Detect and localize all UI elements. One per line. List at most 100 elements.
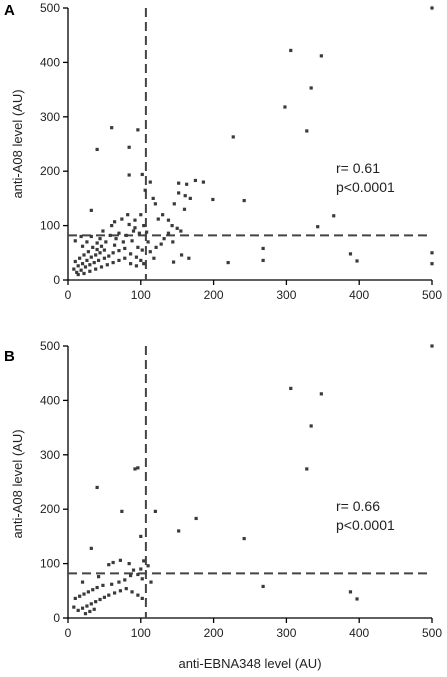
data-point-a-0 bbox=[289, 48, 293, 53]
ticks-a: 0 100 200 300 400 500 0 100 200 300 400 500 bbox=[40, 1, 442, 302]
data-point-a-26 bbox=[151, 196, 155, 200]
data-point-b-55 bbox=[96, 575, 101, 579]
data-point-a-83 bbox=[83, 265, 88, 269]
data-point-b-6 bbox=[133, 467, 137, 471]
data-point-a-41 bbox=[171, 260, 176, 264]
data-point-a-96 bbox=[80, 244, 85, 248]
data-point-b-38 bbox=[80, 606, 85, 610]
data-point-a-67 bbox=[130, 239, 134, 243]
data-point-a-121 bbox=[73, 239, 77, 243]
data-point-a-82 bbox=[79, 268, 83, 272]
data-point-b-11 bbox=[177, 529, 181, 533]
x-tick-label-a-3: 300 bbox=[276, 288, 296, 302]
data-point-a-31 bbox=[170, 224, 174, 228]
correlation-p-b: p<0.0001 bbox=[336, 517, 395, 533]
data-point-a-69 bbox=[140, 248, 144, 252]
data-point-b-27 bbox=[117, 580, 121, 584]
data-point-a-9 bbox=[95, 147, 99, 152]
data-point-a-81 bbox=[75, 270, 79, 274]
data-point-b-9 bbox=[153, 509, 157, 513]
y-tick-label-a-2: 200 bbox=[40, 164, 60, 178]
data-point-b-48 bbox=[130, 590, 134, 594]
data-point-b-18 bbox=[131, 568, 136, 572]
data-point-a-23 bbox=[182, 207, 187, 211]
data-point-a-62 bbox=[131, 229, 136, 233]
data-point-a-43 bbox=[187, 256, 191, 260]
data-point-b-59 bbox=[355, 597, 359, 601]
x-tick-label-a-2: 200 bbox=[204, 288, 224, 302]
data-point-b-0 bbox=[430, 344, 434, 348]
data-point-a-12 bbox=[231, 135, 235, 139]
x-tick-label-a-0: 0 bbox=[65, 288, 72, 302]
y-tick-label-b-5: 500 bbox=[40, 339, 60, 353]
data-point-b-2 bbox=[319, 392, 323, 396]
data-point-a-122 bbox=[95, 241, 99, 245]
data-point-a-107 bbox=[98, 251, 102, 255]
data-point-b-31 bbox=[91, 588, 95, 592]
correlation-r-a: r= 0.61 bbox=[336, 160, 380, 176]
data-point-a-124 bbox=[133, 226, 137, 230]
data-point-a-11 bbox=[127, 173, 131, 177]
data-point-b-37 bbox=[76, 608, 80, 612]
data-point-b-13 bbox=[139, 534, 143, 538]
data-point-a-7 bbox=[136, 128, 140, 132]
data-point-b-29 bbox=[101, 583, 105, 587]
data-point-a-87 bbox=[102, 256, 106, 260]
data-point-a-84 bbox=[88, 263, 92, 267]
data-point-b-1 bbox=[289, 386, 293, 391]
data-point-a-61 bbox=[137, 231, 141, 235]
data-point-a-2 bbox=[309, 86, 313, 90]
data-point-a-1 bbox=[319, 54, 323, 58]
data-point-a-105 bbox=[89, 255, 93, 259]
data-point-a-88 bbox=[107, 254, 111, 258]
data-point-a-33 bbox=[179, 229, 183, 233]
data-point-a-75 bbox=[91, 245, 95, 249]
data-point-a-108 bbox=[102, 248, 106, 252]
x-tick-label-b-3: 300 bbox=[276, 626, 296, 640]
data-point-a-4 bbox=[305, 129, 309, 133]
data-point-a-18 bbox=[183, 194, 187, 198]
data-point-a-80 bbox=[72, 267, 76, 271]
data-point-b-49 bbox=[136, 593, 140, 597]
data-point-a-36 bbox=[171, 240, 175, 244]
data-point-a-44 bbox=[226, 260, 230, 265]
data-point-a-37 bbox=[159, 242, 163, 246]
y-tick-label-b-0: 0 bbox=[53, 611, 60, 625]
y-tick-label-b-2: 200 bbox=[40, 502, 60, 516]
data-point-a-117 bbox=[123, 256, 127, 260]
data-point-a-95 bbox=[142, 262, 146, 266]
data-point-b-42 bbox=[98, 597, 102, 602]
data-point-b-4 bbox=[305, 467, 309, 471]
data-point-a-110 bbox=[82, 271, 86, 276]
x-tick-label-a-5: 500 bbox=[422, 288, 442, 302]
data-point-a-100 bbox=[101, 229, 105, 233]
data-point-b-17 bbox=[139, 567, 143, 571]
data-point-b-45 bbox=[112, 591, 117, 595]
data-point-b-23 bbox=[129, 573, 133, 578]
x-tick-label-b-4: 400 bbox=[349, 626, 369, 640]
data-point-b-52 bbox=[92, 607, 96, 611]
data-point-a-55 bbox=[112, 220, 117, 224]
data-point-a-85 bbox=[92, 260, 96, 265]
data-point-a-102 bbox=[76, 264, 80, 268]
data-point-a-45 bbox=[261, 246, 265, 251]
y-tick-label-b-4: 400 bbox=[40, 393, 60, 407]
panel-label-a: A bbox=[4, 2, 15, 19]
data-point-a-5 bbox=[430, 6, 434, 10]
data-point-a-89 bbox=[111, 251, 115, 255]
data-point-a-91 bbox=[123, 246, 127, 251]
data-point-a-76 bbox=[86, 250, 90, 254]
data-point-b-32 bbox=[86, 590, 90, 594]
data-point-b-14 bbox=[89, 546, 93, 550]
data-point-b-21 bbox=[111, 560, 115, 565]
data-points-a bbox=[72, 6, 434, 277]
x-tick-label-b-1: 100 bbox=[131, 626, 151, 640]
y-tick-label-a-0: 0 bbox=[53, 273, 60, 287]
data-point-b-10 bbox=[194, 516, 198, 521]
data-point-a-8 bbox=[127, 145, 131, 149]
data-point-a-38 bbox=[154, 245, 158, 249]
data-point-a-34 bbox=[166, 231, 171, 235]
data-point-b-16 bbox=[146, 564, 150, 568]
data-point-a-116 bbox=[117, 258, 121, 263]
